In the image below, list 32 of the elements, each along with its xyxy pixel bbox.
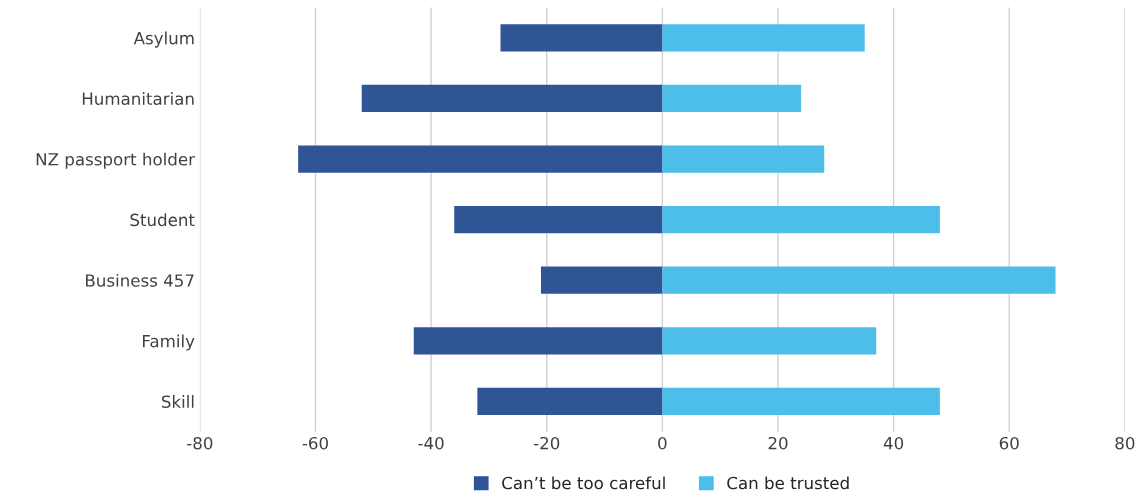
bar: [662, 84, 802, 113]
bar: [298, 145, 663, 173]
y-tick-label: Business 457: [86, 273, 194, 287]
bar: [662, 327, 877, 355]
x-tick-label: 0: [658, 436, 667, 450]
y-tick-label: Student: [130, 213, 195, 227]
bar: [662, 145, 825, 173]
bar: [662, 24, 865, 52]
x-tick-label: -80: [187, 436, 213, 450]
y-tick-label: Humanitarian: [82, 92, 194, 105]
x-tick-label: -60: [302, 436, 328, 450]
x-tick-label: -20: [533, 436, 560, 450]
x-tick-label: 60: [999, 436, 1019, 450]
bar: [454, 205, 663, 234]
bar: [662, 387, 940, 416]
bar: [413, 327, 663, 355]
bar: [477, 387, 663, 416]
y-tick-label: Skill: [161, 395, 194, 408]
x-tick-label: 40: [883, 436, 904, 450]
bar: [540, 266, 663, 294]
y-tick-label: NZ passport holder: [36, 152, 195, 169]
y-tick-label: Asylum: [133, 31, 194, 48]
bar: [500, 24, 663, 52]
legend-label: Can’t be too careful: [502, 476, 665, 490]
y-tick-label: Family: [142, 334, 195, 351]
x-tick-label: -40: [418, 436, 444, 450]
legend-label: Can be trusted: [727, 476, 849, 490]
x-tick-label: 80: [1115, 436, 1135, 450]
bar: [361, 84, 663, 113]
x-tick-label: 20: [768, 436, 788, 450]
bar: [662, 266, 1056, 294]
bar: [662, 205, 940, 234]
